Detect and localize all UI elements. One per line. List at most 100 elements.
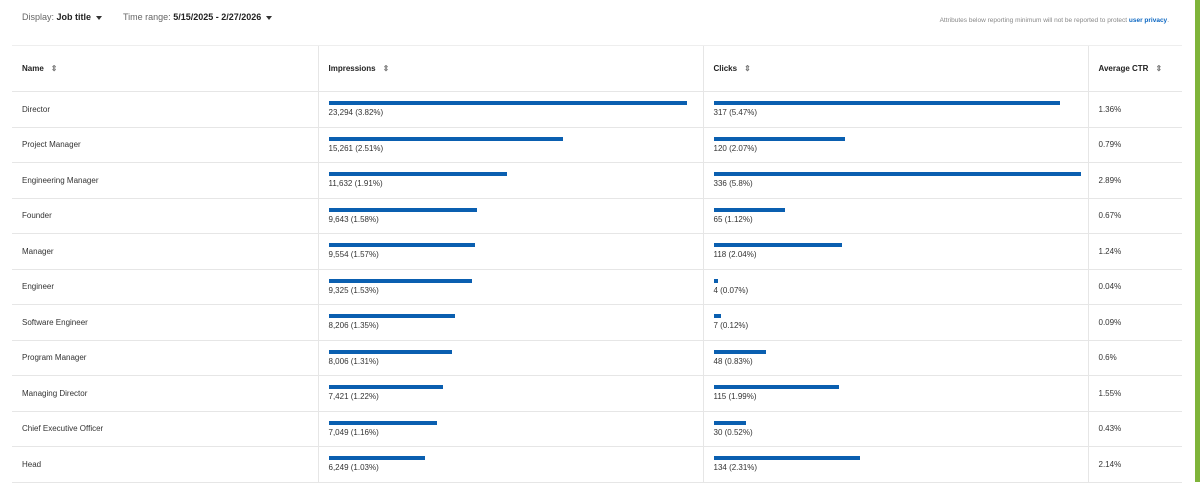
- ctr-value: 0.43%: [1098, 424, 1122, 434]
- job-title: Manager: [22, 246, 54, 256]
- sort-icon[interactable]: ⇕: [1155, 64, 1163, 73]
- impressions-bar: [328, 456, 425, 461]
- cell-impressions: 9,554 (1.57%): [317, 233, 703, 270]
- cell-impressions: 15,261 (2.51%): [317, 127, 703, 163]
- privacy-note-end: .: [1167, 17, 1169, 24]
- cell-average-ctr: 2.89%: [1087, 162, 1182, 199]
- impressions-bar: [328, 136, 563, 141]
- cell-clicks: 48 (0.83%): [702, 340, 1088, 376]
- cell-average-ctr: 0.6%: [1087, 340, 1182, 376]
- cell-impressions: 7,421 (1.22%): [317, 375, 703, 412]
- display-dropdown[interactable]: Display: Job title: [22, 12, 103, 22]
- clicks-value: 30 (0.52%): [713, 427, 753, 437]
- cell-clicks: 7 (0.12%): [702, 304, 1088, 341]
- cell-clicks: 115 (1.99%): [702, 375, 1088, 412]
- impressions-bar: [328, 278, 472, 283]
- table-row: Head 6,249 (1.03%) 134 (2.31%) 2.14%: [12, 446, 1182, 483]
- time-range-label: Time range:: [123, 12, 171, 22]
- clicks-value: 65 (1.12%): [713, 214, 753, 224]
- cell-impressions: 9,325 (1.53%): [317, 269, 703, 305]
- impressions-value: 9,554 (1.57%): [328, 250, 379, 260]
- cell-name: Engineering Manager: [12, 162, 318, 199]
- privacy-note: Attributes below reporting minimum will …: [940, 17, 1169, 24]
- clicks-bar: [713, 314, 722, 319]
- cell-name: Engineer: [12, 269, 318, 305]
- table-row: Manager 9,554 (1.57%) 118 (2.04%) 1.24%: [12, 233, 1182, 270]
- cell-impressions: 7,049 (1.16%): [317, 411, 703, 447]
- clicks-value: 115 (1.99%): [713, 392, 757, 402]
- impressions-value: 15,261 (2.51%): [328, 143, 384, 153]
- column-label: Clicks: [713, 64, 738, 73]
- column-header-average-ctr[interactable]: Average CTR ⇕: [1087, 45, 1182, 92]
- cell-clicks: 120 (2.07%): [702, 127, 1088, 163]
- cell-impressions: 23,294 (3.82%): [317, 91, 703, 128]
- user-privacy-link[interactable]: user privacy: [1128, 17, 1168, 24]
- clicks-bar: [713, 207, 785, 212]
- cell-average-ctr: 1.36%: [1087, 91, 1182, 128]
- caret-down-icon: [266, 15, 273, 20]
- caret-down-icon: [96, 15, 103, 20]
- cell-name: Chief Executive Officer: [12, 411, 318, 447]
- job-title: Software Engineer: [22, 317, 88, 327]
- cell-name: Software Engineer: [12, 304, 318, 341]
- time-range-value: 5/15/2025 - 2/27/2026: [173, 12, 262, 22]
- ctr-value: 0.09%: [1098, 317, 1122, 327]
- sort-icon[interactable]: ⇕: [744, 64, 751, 73]
- clicks-value: 118 (2.04%): [713, 250, 757, 260]
- clicks-bar: [713, 456, 860, 461]
- table-row: Chief Executive Officer 7,049 (1.16%) 30…: [12, 411, 1182, 447]
- cell-clicks: 317 (5.47%): [702, 91, 1088, 128]
- job-title: Founder: [22, 211, 52, 221]
- cell-impressions: 8,206 (1.35%): [317, 304, 703, 341]
- table-row: Managing Director 7,421 (1.22%) 115 (1.9…: [12, 375, 1182, 412]
- table-row: Founder 9,643 (1.58%) 65 (1.12%) 0.67%: [12, 198, 1182, 234]
- clicks-bar: [713, 172, 1081, 177]
- job-title: Program Manager: [22, 353, 87, 363]
- time-range-dropdown[interactable]: Time range: 5/15/2025 - 2/27/2026: [123, 12, 273, 22]
- impressions-value: 9,325 (1.53%): [328, 285, 379, 295]
- column-header-impressions[interactable]: Impressions ⇕: [317, 45, 703, 92]
- clicks-bar: [713, 278, 718, 283]
- column-header-name[interactable]: Name ⇕: [12, 45, 318, 92]
- column-header-clicks[interactable]: Clicks ⇕: [702, 45, 1088, 92]
- clicks-bar: [713, 420, 747, 425]
- cell-average-ctr: 0.79%: [1087, 127, 1182, 163]
- sort-icon[interactable]: ⇕: [50, 64, 58, 73]
- impressions-bar: [328, 243, 476, 248]
- clicks-bar: [713, 385, 840, 390]
- filter-bar: Display: Job title Time range: 5/15/2025…: [0, 0, 1190, 40]
- impressions-bar: [328, 101, 687, 106]
- job-title: Managing Director: [22, 388, 88, 398]
- clicks-value: 48 (0.83%): [713, 356, 753, 366]
- impressions-bar: [328, 385, 443, 390]
- job-title: Chief Executive Officer: [22, 424, 104, 434]
- impressions-value: 23,294 (3.82%): [328, 108, 384, 118]
- table-header: Name ⇕ Impressions ⇕ Clicks ⇕ Average CTR ⇕: [12, 45, 1182, 92]
- ctr-value: 2.14%: [1098, 459, 1122, 469]
- sort-icon[interactable]: ⇕: [382, 64, 390, 73]
- impressions-value: 6,249 (1.03%): [328, 463, 379, 473]
- ctr-value: 0.6%: [1098, 353, 1117, 363]
- impressions-value: 8,006 (1.31%): [328, 356, 379, 366]
- cell-name: Program Manager: [12, 340, 318, 376]
- table-row: Project Manager 15,261 (2.51%) 120 (2.07…: [12, 127, 1182, 163]
- cell-name: Manager: [12, 233, 318, 270]
- cell-clicks: 65 (1.12%): [702, 198, 1088, 234]
- impressions-value: 8,206 (1.35%): [328, 321, 379, 331]
- clicks-value: 7 (0.12%): [713, 321, 749, 331]
- clicks-value: 120 (2.07%): [713, 143, 758, 153]
- clicks-value: 336 (5.8%): [713, 179, 753, 189]
- ctr-value: 1.55%: [1098, 388, 1122, 398]
- table-row: Engineer 9,325 (1.53%) 4 (0.07%) 0.04%: [12, 269, 1182, 305]
- cell-impressions: 6,249 (1.03%): [317, 446, 703, 483]
- clicks-value: 317 (5.47%): [713, 108, 758, 118]
- cell-name: Project Manager: [12, 127, 318, 163]
- table-row: Program Manager 8,006 (1.31%) 48 (0.83%)…: [12, 340, 1182, 376]
- impressions-bar: [328, 349, 452, 354]
- column-label: Name: [22, 64, 44, 73]
- display-value: Job title: [56, 12, 92, 22]
- privacy-note-text: Attributes below reporting minimum will …: [939, 17, 1129, 24]
- cell-name: Founder: [12, 198, 318, 234]
- cell-average-ctr: 1.24%: [1087, 233, 1182, 270]
- cell-average-ctr: 1.55%: [1087, 375, 1182, 412]
